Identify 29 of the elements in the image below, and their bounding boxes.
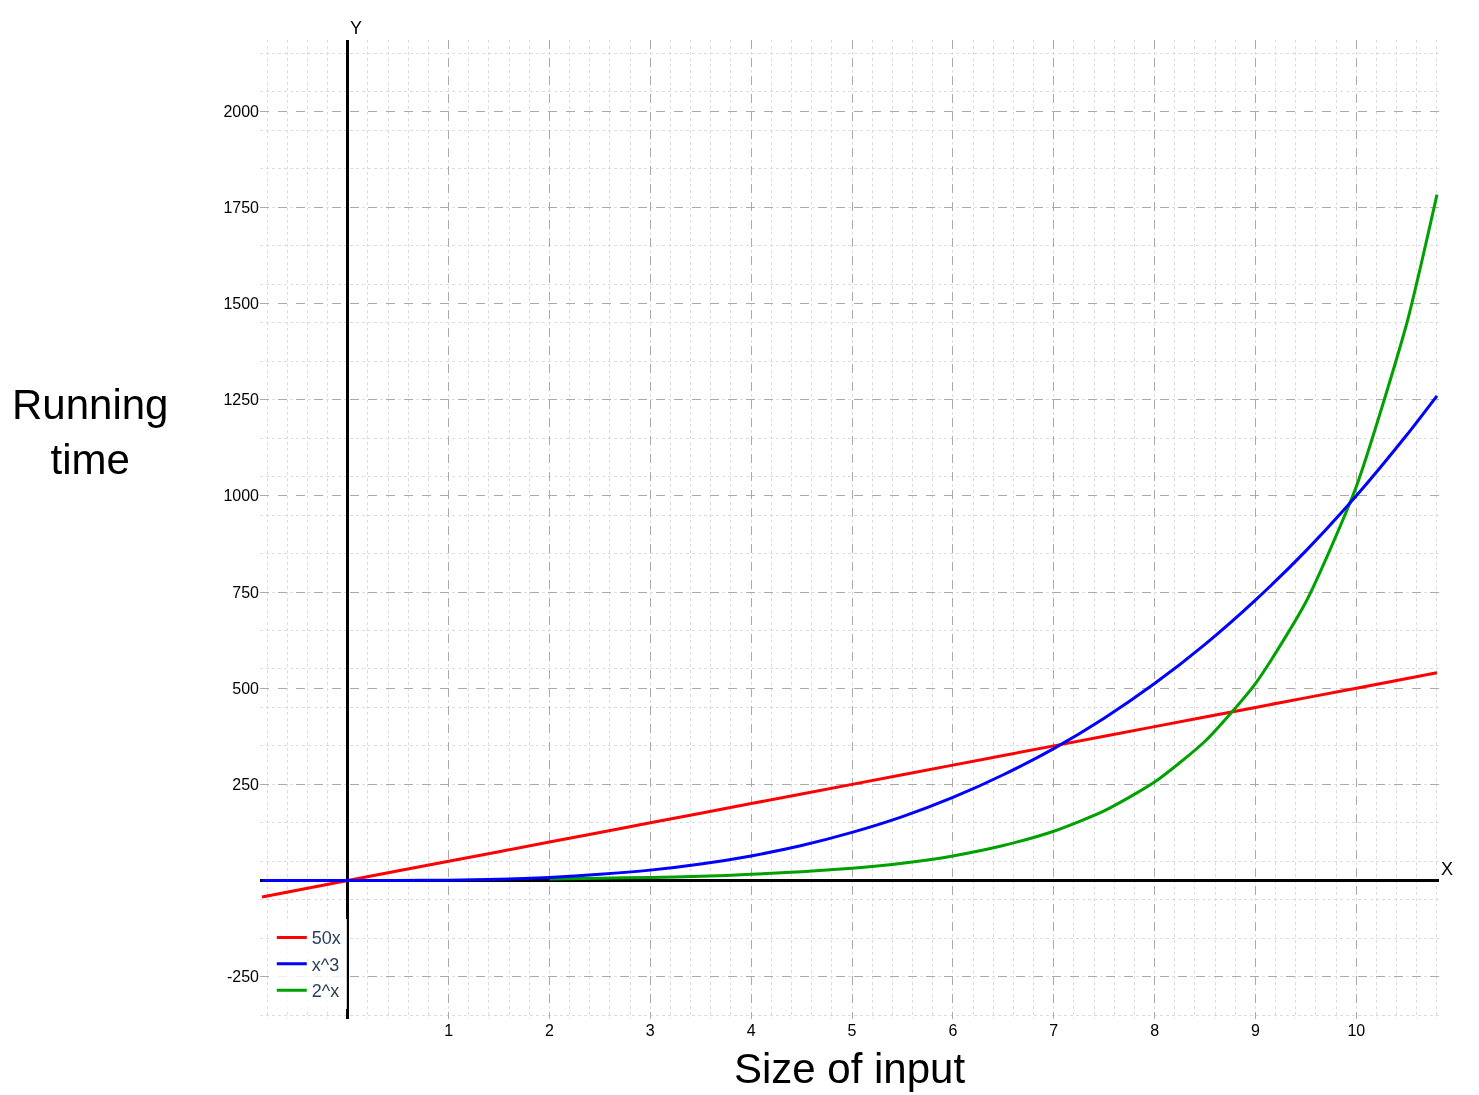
legend-label: 2^x — [311, 981, 340, 1002]
y-axis-title: Running time — [12, 381, 169, 483]
y-tick-label: 500 — [232, 679, 260, 697]
y-tick-label: 250 — [232, 775, 260, 793]
x-tick-label: 4 — [746, 1022, 756, 1039]
x-tick-label: 5 — [847, 1022, 857, 1039]
x-tick-label: 7 — [1049, 1022, 1059, 1039]
y-tick-label: 750 — [232, 583, 260, 601]
x-tick-label: 2 — [545, 1022, 555, 1039]
x-tick-label: 10 — [1347, 1022, 1366, 1039]
y-tick-label: -250 — [226, 968, 260, 986]
line-series — [260, 394, 1439, 883]
x-tick-label: 8 — [1150, 1022, 1160, 1039]
x-tick-label: 1 — [444, 1022, 454, 1039]
line-series — [260, 671, 1439, 899]
y-tick-label: 1250 — [223, 391, 260, 409]
legend-label: 50x — [311, 928, 341, 949]
y-tick-label: 1500 — [223, 295, 260, 313]
x-tick-label: 9 — [1250, 1022, 1260, 1039]
text: Y — [350, 18, 363, 38]
text: X — [1441, 859, 1454, 879]
y-tick-label: 1000 — [223, 487, 260, 505]
y-tick-label: 2000 — [223, 102, 260, 120]
x-tick-label: 3 — [645, 1022, 655, 1039]
y-tick-label: 1750 — [223, 198, 260, 216]
x-tick-label: 6 — [948, 1022, 958, 1039]
legend-label: x^3 — [311, 954, 340, 975]
x-axis-title: Size of input — [733, 1044, 966, 1092]
line-series — [547, 193, 1439, 881]
